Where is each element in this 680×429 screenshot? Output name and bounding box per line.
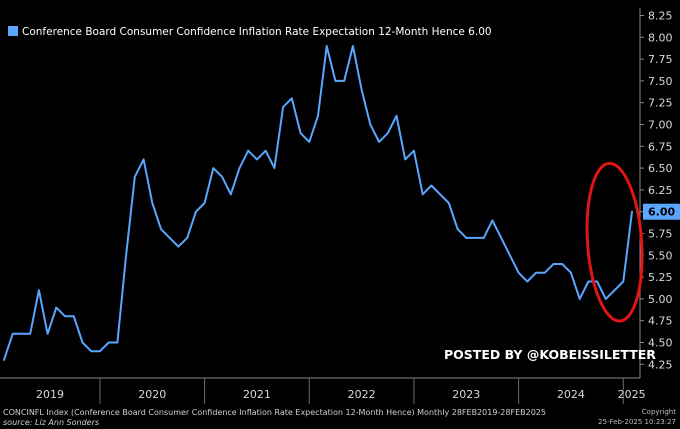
x-tick-label: 2022 (348, 388, 376, 401)
x-tick-label: 2020 (138, 388, 166, 401)
series-line (3, 45, 633, 361)
y-tick-label: 7.50 (648, 75, 673, 88)
y-tick-label: 6.25 (648, 184, 673, 197)
x-tick-label: 2024 (557, 388, 585, 401)
footer-source: source: Liz Ann Sonders (3, 418, 100, 427)
highlight-ellipse (585, 161, 644, 323)
y-axis: 8.25 8.00 7.75 7.50 7.25 7.00 6.75 6.50 6.25 5.75… (0, 8, 673, 379)
y-tick-label: 6.50 (648, 162, 673, 175)
last-value-label: 6.00 (648, 206, 675, 219)
legend-swatch (8, 26, 18, 36)
y-tick-label: 5.00 (648, 293, 673, 306)
x-tick-label: 2021 (243, 388, 271, 401)
legend-label: Conference Board Consumer Confidence Inf… (22, 26, 492, 38)
y-tick-label: 4.75 (648, 315, 673, 328)
series (3, 45, 633, 361)
y-tick-label: 8.25 (648, 10, 673, 23)
footer-index-line: CONCINFL Index (Conference Board Consume… (3, 408, 546, 417)
x-axis: 2019 2020 2021 2022 2023 2024 2025 (36, 378, 646, 404)
last-value-badge (643, 203, 680, 220)
y-tick-label: 8.00 (648, 31, 673, 44)
y-tick-label: 7.25 (648, 97, 673, 110)
y-tick-label: 5.50 (648, 249, 673, 262)
y-tick-label: 4.50 (648, 337, 673, 350)
y-tick-label: 5.75 (648, 228, 673, 241)
y-tick-label: 6.75 (648, 140, 673, 153)
annotations: 6.00 POSTED BY @KOBEISSILETTER (444, 161, 680, 362)
legend: Conference Board Consumer Confidence Inf… (8, 26, 492, 38)
y-tick-label: 4.25 (648, 358, 673, 371)
footer-timestamp: 25-Feb-2025 10:23:27 (598, 418, 676, 426)
x-tick-label: 2025 (618, 388, 646, 401)
y-tick-label: 7.00 (648, 119, 673, 132)
watermark-text: POSTED BY @KOBEISSILETTER (444, 347, 656, 362)
footer-copyright: Copyright (641, 408, 676, 416)
x-tick-label: 2023 (452, 388, 480, 401)
x-tick-label: 2019 (36, 388, 64, 401)
y-tick-label: 5.25 (648, 271, 673, 284)
y-tick-label: 7.75 (648, 53, 673, 66)
